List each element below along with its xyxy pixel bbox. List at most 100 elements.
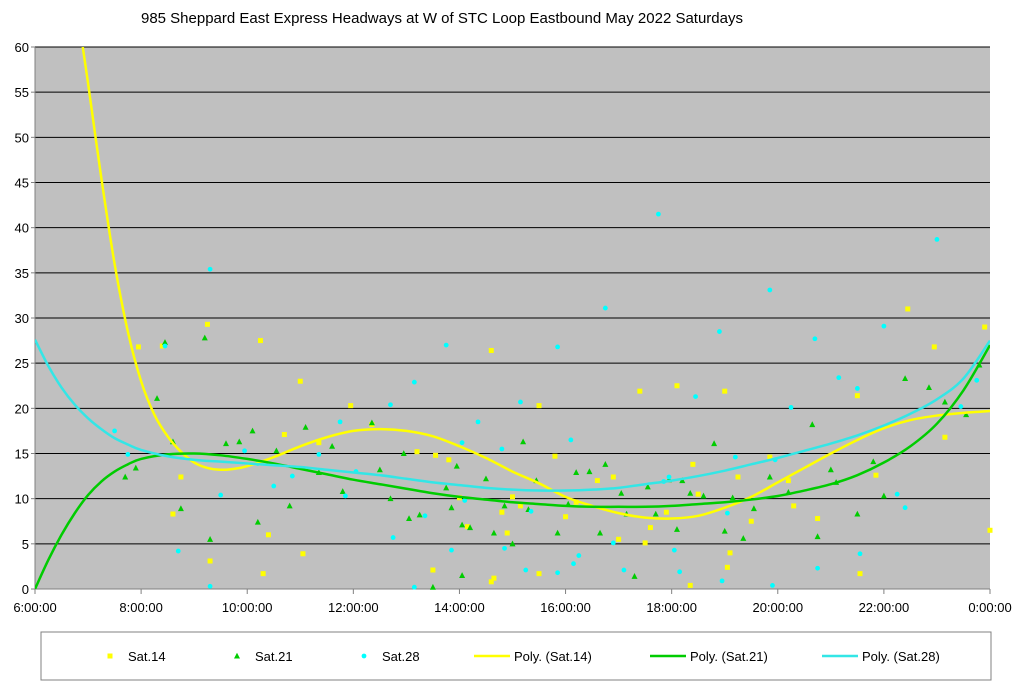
data-point (586, 468, 593, 475)
data-point (987, 527, 993, 533)
x-tick-label: 0:00:00 (968, 600, 1011, 615)
data-point (602, 461, 609, 467)
data-point (711, 440, 718, 447)
data-point (504, 530, 510, 536)
data-point (791, 503, 797, 509)
data-point (925, 384, 932, 391)
y-tick-label: 60 (15, 40, 29, 55)
data-point (475, 419, 481, 425)
data-point (631, 573, 638, 579)
data-point (430, 567, 436, 573)
data-point (406, 515, 413, 522)
data-point (770, 582, 775, 588)
data-point (809, 421, 816, 428)
y-tick-label: 50 (15, 130, 29, 145)
data-point (854, 386, 860, 391)
data-point (273, 447, 280, 454)
data-point (827, 466, 834, 473)
data-point (236, 438, 243, 445)
data-point (201, 334, 208, 341)
data-point (671, 547, 677, 553)
data-point (814, 533, 821, 540)
data-point (265, 532, 271, 538)
data-point (260, 571, 266, 577)
data-point (162, 343, 168, 349)
data-point (857, 571, 863, 577)
data-point (719, 578, 725, 584)
data-point (387, 495, 394, 502)
y-tick-label: 25 (15, 356, 29, 371)
data-point (594, 478, 600, 484)
data-point (674, 383, 680, 389)
data-point (502, 545, 507, 551)
legend-item: Sat.28 (361, 649, 420, 664)
x-tick-label: 18:00:00 (646, 600, 697, 615)
data-point (242, 448, 247, 454)
data-point (459, 440, 465, 446)
series-sat-28 (112, 211, 980, 590)
data-point (673, 526, 680, 532)
data-point (339, 488, 346, 494)
trendline-poly-sat-21- (35, 344, 990, 589)
x-tick-label: 20:00:00 (752, 600, 803, 615)
x-tick-label: 22:00:00 (859, 600, 910, 615)
data-point (517, 503, 523, 509)
data-point (178, 474, 184, 480)
data-point (563, 514, 569, 520)
data-point (610, 474, 616, 480)
data-point (223, 440, 229, 447)
data-point (974, 377, 980, 383)
data-point (647, 525, 653, 531)
data-point (528, 508, 534, 514)
data-point (573, 469, 580, 475)
data-point (249, 427, 256, 434)
data-point (411, 379, 417, 385)
data-point (854, 510, 861, 517)
data-point (422, 513, 428, 519)
data-point (942, 434, 948, 440)
data-point (815, 565, 820, 571)
data-point (767, 454, 773, 460)
data-point (870, 458, 877, 465)
data-point (905, 306, 911, 312)
data-point (499, 446, 505, 452)
x-tick-label: 6:00:00 (13, 600, 56, 615)
data-point (740, 535, 747, 541)
data-point (536, 403, 542, 409)
data-point (329, 442, 336, 449)
data-point (462, 498, 468, 503)
data-point (724, 510, 730, 516)
data-point (254, 518, 261, 525)
data-point (576, 553, 582, 558)
y-tick-label: 35 (15, 266, 29, 281)
data-point (482, 475, 489, 482)
y-tick-label: 0 (22, 582, 29, 597)
data-point (836, 375, 842, 381)
data-point (499, 509, 505, 515)
y-axis-tick-labels: 0 5 10 15 20 25 30 35 40 45 50 55 60 (15, 40, 29, 597)
data-point (400, 450, 407, 456)
data-point (552, 453, 558, 459)
data-point (941, 398, 948, 405)
data-point (342, 493, 348, 499)
data-point (902, 375, 909, 382)
data-point (390, 535, 396, 540)
data-point (411, 584, 417, 590)
legend-item: Poly. (Sat.14) (474, 649, 592, 664)
x-tick-label: 14:00:00 (434, 600, 485, 615)
data-point (207, 266, 213, 272)
data-point (721, 527, 728, 534)
legend-label: Poly. (Sat.21) (690, 649, 768, 664)
data-point (750, 505, 757, 512)
data-point (555, 570, 560, 576)
data-point (656, 211, 661, 217)
legend-entries: Sat.14 Sat.21 Sat.28 Poly. (Sat.14) Poly. (S… (107, 649, 940, 664)
data-point (297, 378, 303, 384)
data-point (520, 438, 527, 445)
data-point (880, 492, 887, 499)
data-point (687, 582, 693, 588)
data-point (748, 518, 754, 524)
data-point (693, 394, 698, 399)
data-point (207, 536, 214, 542)
data-point (302, 424, 309, 430)
